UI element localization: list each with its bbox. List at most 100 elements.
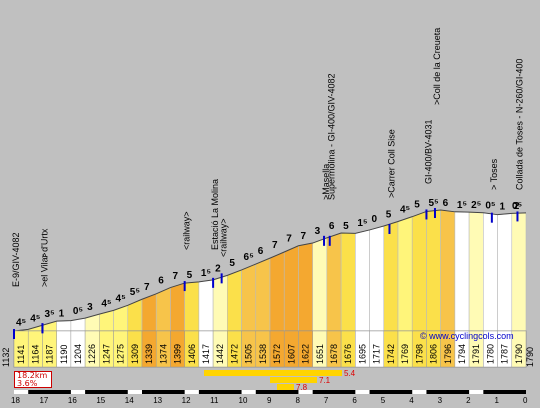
elevation-label: 1742 xyxy=(386,344,396,364)
grade-label: 7 xyxy=(272,240,278,251)
segment-fill xyxy=(454,211,470,332)
km-tick-label: 10 xyxy=(239,396,248,405)
average-grade-label: 3.6% xyxy=(17,379,38,388)
elevation-label: 1275 xyxy=(116,344,126,364)
segment-fill xyxy=(170,282,185,332)
grade-label: 0 xyxy=(372,214,378,225)
landmark-label: <railway> xyxy=(182,211,192,250)
grade-label: 3 xyxy=(87,302,93,313)
km-tick-label: 8 xyxy=(295,396,300,405)
km-tick-label: 15 xyxy=(96,396,105,405)
km-tick-label: 17 xyxy=(39,396,48,405)
grade-label: 5 xyxy=(229,258,235,269)
elevation-label: 1141 xyxy=(16,345,26,364)
landmark-marker xyxy=(433,208,436,219)
max-grade-label: 7.1 xyxy=(319,376,331,385)
elevation-label: 1187 xyxy=(45,345,55,364)
segment-fill xyxy=(255,257,271,332)
grade-label: 5⁵ xyxy=(130,287,141,298)
grade-label: 4⁵ xyxy=(16,317,27,328)
grade-label: 7 xyxy=(286,234,292,245)
segment-fill xyxy=(283,245,299,332)
elevation-label: 1798 xyxy=(414,344,424,364)
km-tick-label: 12 xyxy=(182,396,191,405)
km-tick-label: 14 xyxy=(125,396,134,405)
final-grade-label: 0⁵ xyxy=(512,201,523,212)
elevation-label: 1399 xyxy=(173,344,183,364)
km-axis-stripe xyxy=(412,390,427,394)
segment-fill xyxy=(340,232,356,332)
km-axis-stripe xyxy=(156,390,171,394)
segment-fill xyxy=(440,209,456,332)
landmark-label: <railway> xyxy=(219,218,229,257)
segment-fill xyxy=(269,251,285,332)
segment-fill xyxy=(155,287,171,332)
km-tick-label: 7 xyxy=(324,396,329,405)
km-axis-stripe xyxy=(298,390,313,394)
landmark-label: >Masella xyxy=(321,164,331,200)
segment-fill xyxy=(56,320,72,332)
segment-fill xyxy=(227,269,242,332)
elevation-label: 1309 xyxy=(130,344,140,364)
elevation-label: 1651 xyxy=(315,344,325,364)
segment-fill xyxy=(312,237,328,332)
km-axis-stripe xyxy=(383,390,398,394)
elevation-label: 1790 xyxy=(514,344,524,364)
segment-fill xyxy=(369,225,385,332)
landmark-marker xyxy=(323,235,326,246)
segment-fill xyxy=(497,213,513,332)
km-tick-label: 6 xyxy=(352,396,357,405)
km-tick-label: 18 xyxy=(11,396,20,405)
km-axis-stripe xyxy=(184,390,199,394)
landmark-marker xyxy=(13,329,15,339)
elevation-cell xyxy=(511,330,527,368)
elevation-label: 1676 xyxy=(343,344,353,364)
elevation-label: 1204 xyxy=(73,344,83,364)
landmark-marker xyxy=(183,281,186,292)
segment-fill xyxy=(198,279,214,332)
elevation-label: 1678 xyxy=(329,344,339,364)
km-axis-stripe xyxy=(497,390,512,394)
km-axis-stripe xyxy=(70,390,86,394)
segment-fill xyxy=(483,212,498,332)
landmark-label: >Carrer Coll Sise xyxy=(386,129,396,198)
landmark-marker xyxy=(516,211,519,222)
max-grade-label: 7.8 xyxy=(296,383,308,392)
km-axis-stripe xyxy=(213,390,228,394)
landmark-label: > Toses xyxy=(489,158,499,190)
landmark-marker xyxy=(490,212,493,223)
grade-label: 4⁵ xyxy=(30,313,41,324)
km-tick-label: 11 xyxy=(210,396,219,405)
elevation-label: 1791 xyxy=(471,344,481,364)
elevation-label: 1806 xyxy=(429,344,439,364)
elevation-label: 1538 xyxy=(258,344,268,364)
landmark-marker xyxy=(328,235,331,246)
km-axis-stripe xyxy=(241,390,256,394)
segment-fill xyxy=(355,229,370,332)
elevation-label: 1607 xyxy=(286,344,296,364)
grade-label: 2⁵ xyxy=(471,200,482,211)
elevation-label: 1190 xyxy=(59,345,69,364)
elevation-label: 1572 xyxy=(272,344,282,364)
elevation-label: 1164 xyxy=(30,345,40,364)
elevation-label: 1442 xyxy=(215,344,225,364)
km-tick-label: 16 xyxy=(68,396,77,405)
landmark-label: Estació La Molina xyxy=(210,179,220,250)
segment-fill xyxy=(397,216,413,332)
max-grade-bar xyxy=(270,377,317,383)
grade-label: 2 xyxy=(215,263,221,274)
segment-fill xyxy=(141,293,157,332)
elevation-label: 1374 xyxy=(158,344,168,364)
grade-label: 0⁵ xyxy=(73,306,84,317)
km-axis-stripe xyxy=(99,390,114,394)
segment-fill xyxy=(426,209,441,332)
km-axis-stripe xyxy=(14,390,29,394)
distance-label: 18.2km xyxy=(17,371,48,380)
grade-label: 5 xyxy=(386,210,392,221)
grade-label: 6 xyxy=(443,198,449,209)
grade-label: 4⁵ xyxy=(400,205,411,216)
elevation-label: 1226 xyxy=(87,344,97,364)
km-axis-stripe xyxy=(42,390,57,394)
km-tick-label: 1 xyxy=(495,396,500,405)
